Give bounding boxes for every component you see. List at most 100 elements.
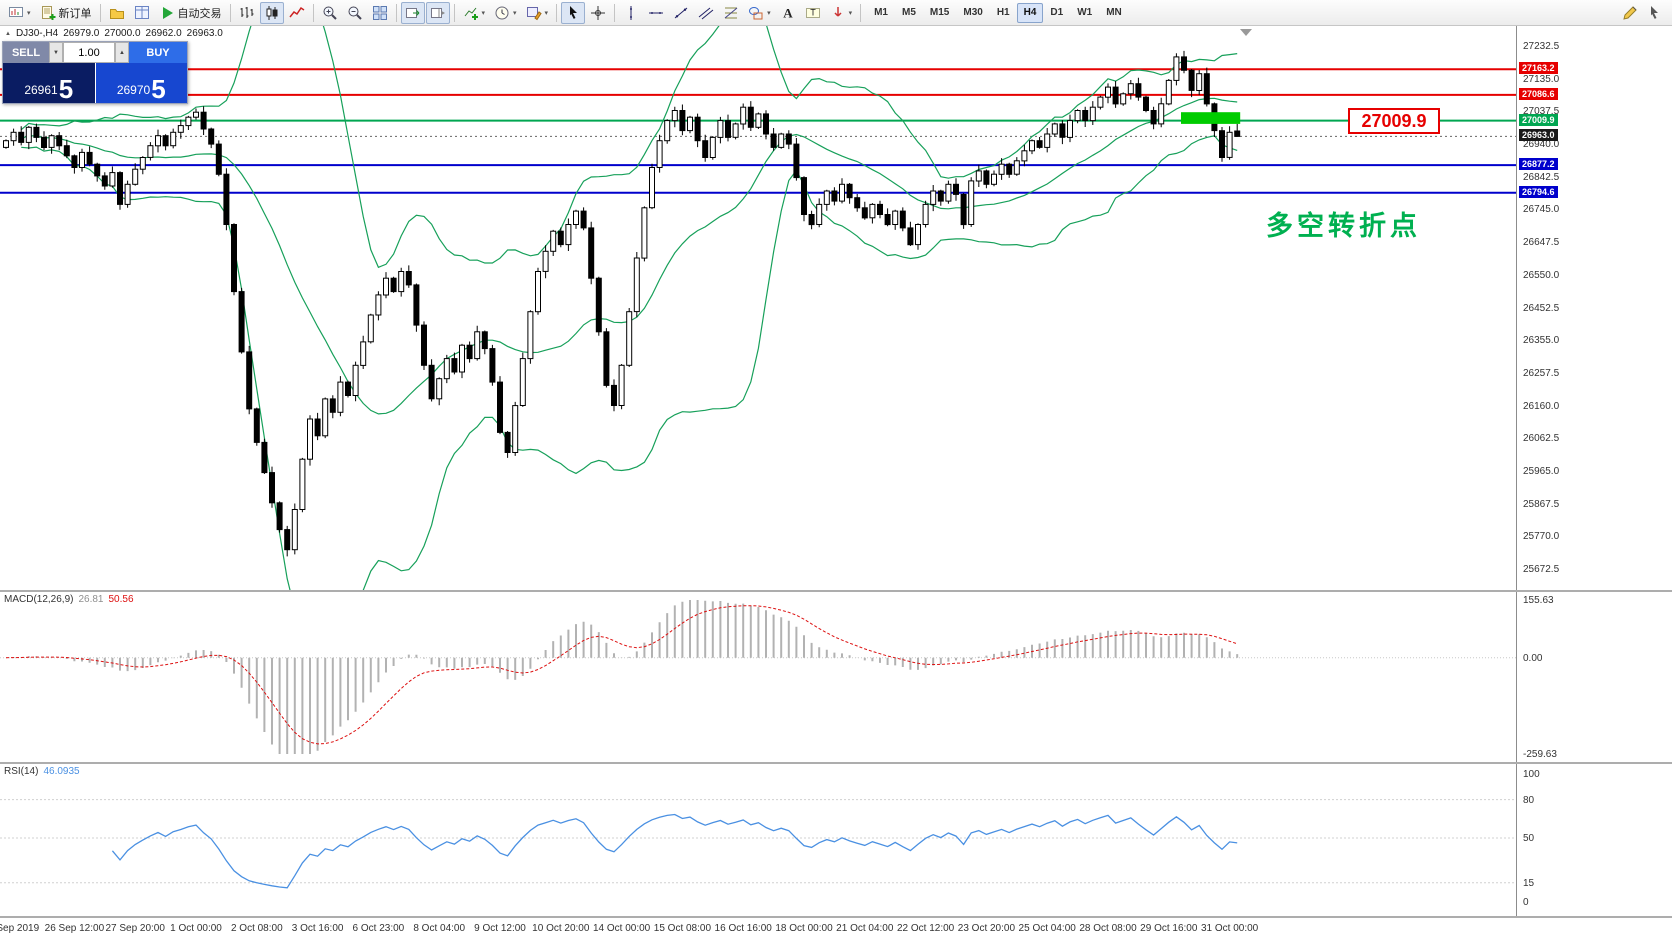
- macd-scale-tick: 155.63: [1523, 595, 1554, 606]
- autotrading-button[interactable]: 自动交易: [155, 2, 226, 24]
- price-axis[interactable]: 27232.5 27135.0 27037.5 26940.0 26842.5 26745…: [1516, 26, 1672, 590]
- time-label: 26 Sep 12:00: [44, 923, 105, 934]
- templates-button[interactable]: ▾: [522, 2, 553, 24]
- chart-shift-button[interactable]: [425, 1, 450, 24]
- macd-panel: MACD(12,26,9) 26.81 50.56 155.63 0.00 -259…: [0, 592, 1672, 762]
- timeframe-H1[interactable]: H1: [990, 3, 1017, 23]
- arrows-button[interactable]: ▾: [826, 2, 857, 24]
- timeframe-H4[interactable]: H4: [1016, 2, 1044, 23]
- channel-button[interactable]: [694, 2, 718, 24]
- text-label-button[interactable]: T: [801, 2, 825, 24]
- zoom-in-button[interactable]: [318, 2, 342, 24]
- macd-scale-axis[interactable]: 155.63 0.00 -259.63: [1516, 592, 1672, 762]
- time-label: 23 Oct 20:00: [957, 923, 1016, 934]
- new-order-button[interactable]: 新订单: [36, 2, 96, 24]
- chart-shift-marker[interactable]: [1240, 29, 1252, 36]
- price-tick: 26647.5: [1523, 237, 1560, 249]
- new-chart-button[interactable]: ▾: [4, 2, 35, 24]
- toolbar-separator: [395, 3, 397, 22]
- panel-separator[interactable]: [0, 916, 1672, 918]
- rsi-name: RSI(14): [4, 766, 39, 777]
- buy-button[interactable]: BUY: [129, 42, 187, 63]
- panel-separator[interactable]: [0, 590, 1672, 592]
- time-label: 5 Sep 2019: [0, 923, 40, 934]
- autotrading-icon: [159, 5, 175, 21]
- bar-chart-button[interactable]: [235, 2, 259, 24]
- fibonacci-button[interactable]: [719, 2, 743, 24]
- auto-scroll-icon: [405, 5, 421, 21]
- text-button[interactable]: A: [776, 2, 800, 24]
- autotrading-label: 自动交易: [177, 7, 222, 20]
- macd-label: MACD(12,26,9) 26.81 50.56: [4, 594, 134, 605]
- rsi-scale-tick: 50: [1523, 833, 1535, 844]
- profiles-button[interactable]: [105, 2, 129, 24]
- time-label: 16 Oct 16:00: [714, 923, 772, 934]
- timeframe-MN[interactable]: MN: [1099, 3, 1129, 23]
- shapes-button[interactable]: ▾: [744, 2, 775, 24]
- periods-button[interactable]: ▾: [490, 2, 521, 24]
- candlestick-chart[interactable]: [0, 26, 1516, 590]
- horizontal-line-button[interactable]: [644, 2, 668, 24]
- one-click-collapse-icon[interactable]: ▲: [5, 30, 11, 37]
- time-label: 25 Oct 04:00: [1018, 923, 1076, 934]
- volume-input[interactable]: [63, 42, 115, 63]
- indicators-button[interactable]: ▾: [459, 2, 490, 24]
- zoom-out-button[interactable]: [343, 2, 367, 24]
- market-watch-icon: [134, 5, 150, 21]
- ohlc-open: 26979.0: [63, 28, 100, 39]
- panel-separator[interactable]: [0, 762, 1672, 764]
- crosshair-button[interactable]: [586, 2, 610, 24]
- sell-price-display[interactable]: 26961 5: [3, 63, 95, 103]
- time-label: 2 Oct 08:00: [230, 923, 283, 934]
- timeframe-M1[interactable]: M1: [867, 3, 895, 23]
- price-tag-26794.6: 26794.6: [1519, 185, 1558, 198]
- volume-decrease-button[interactable]: ▼: [49, 42, 63, 63]
- text-icon: A: [780, 5, 796, 21]
- tile-windows-button[interactable]: [368, 2, 392, 24]
- market-watch-button[interactable]: [130, 2, 154, 24]
- trendline-button[interactable]: [669, 2, 693, 24]
- rsi-chart[interactable]: [0, 764, 1516, 916]
- profiles-icon: [109, 5, 125, 21]
- line-chart-icon: [288, 5, 305, 21]
- buy-price-display[interactable]: 26970 5: [95, 63, 187, 103]
- candlestick-chart-button[interactable]: [259, 1, 284, 24]
- time-label: 28 Oct 08:00: [1079, 923, 1137, 934]
- new-chart-icon: [8, 5, 24, 21]
- vertical-line-icon: [623, 5, 639, 21]
- pointer-icon: [1646, 5, 1662, 21]
- timeframe-D1[interactable]: D1: [1043, 3, 1070, 23]
- timeframe-M30[interactable]: M30: [956, 3, 989, 23]
- zoom-out-icon: [347, 5, 363, 21]
- bull-candles: [3, 56, 1233, 551]
- arrows-caret-icon: ▾: [848, 9, 853, 17]
- volume-increase-button[interactable]: ▲: [115, 42, 129, 63]
- green-zone-marker[interactable]: [1181, 112, 1241, 124]
- cursor-button[interactable]: [561, 1, 586, 24]
- fibonacci-icon: [723, 5, 739, 21]
- price-callout[interactable]: 27009.9: [1348, 108, 1440, 134]
- macd-chart[interactable]: [0, 592, 1516, 762]
- price-tick: 26452.5: [1523, 302, 1560, 314]
- timeframe-W1[interactable]: W1: [1070, 3, 1099, 23]
- vertical-line-button[interactable]: [619, 2, 643, 24]
- time-label: 1 Oct 00:00: [170, 923, 222, 934]
- chart-annotation[interactable]: 多空转折点: [1266, 211, 1421, 241]
- time-label: 8 Oct 04:00: [413, 923, 466, 934]
- bollinger-upper-band[interactable]: [20, 26, 1238, 269]
- price-tick: 26355.0: [1523, 335, 1560, 347]
- time-label: 3 Oct 16:00: [291, 923, 344, 934]
- pencil-button[interactable]: [1618, 2, 1642, 24]
- price-tick: 26160.0: [1523, 400, 1560, 412]
- timeframe-M15[interactable]: M15: [923, 3, 956, 23]
- time-label: 22 Oct 12:00: [896, 923, 955, 934]
- price-tick: 25867.5: [1523, 498, 1560, 510]
- rsi-scale-axis[interactable]: 100 80 50 15 0: [1516, 764, 1672, 916]
- line-chart-button[interactable]: [285, 2, 309, 24]
- sell-button[interactable]: SELL: [3, 42, 49, 63]
- timeframe-toolbar: M1 M5 M15 M30 H1 H4 D1 W1 MN: [867, 2, 1129, 23]
- auto-scroll-button[interactable]: [400, 1, 425, 24]
- timeframe-M5[interactable]: M5: [895, 3, 923, 23]
- pointer-button[interactable]: [1642, 2, 1666, 24]
